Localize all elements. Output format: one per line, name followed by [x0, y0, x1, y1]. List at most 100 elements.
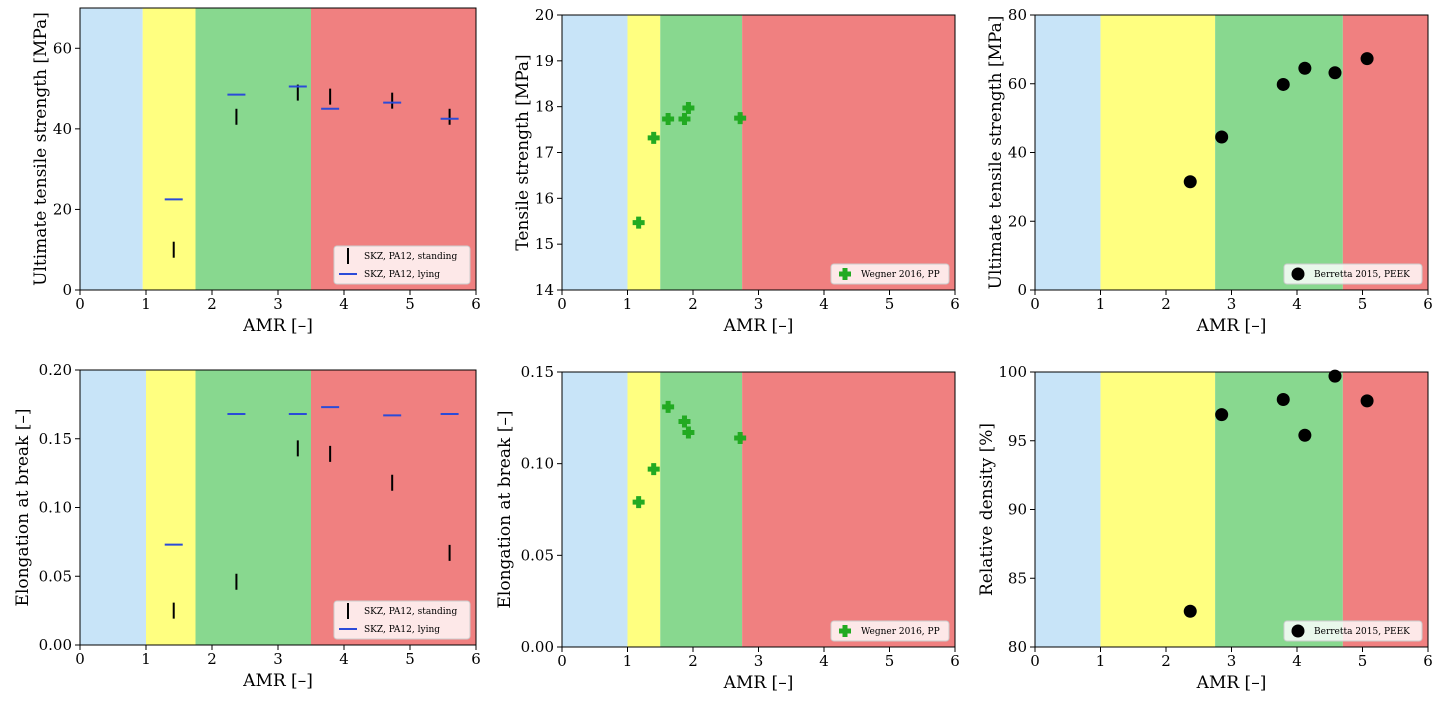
data-point-s1-5 [1328, 369, 1342, 383]
x-tick-label: 3 [273, 650, 283, 668]
x-tick-label: 0 [557, 295, 567, 313]
zone-region-1 [1035, 372, 1101, 647]
x-tick-label: 3 [1227, 295, 1237, 313]
x-tick-label: 1 [141, 650, 151, 668]
y-tick-label: 80 [1008, 638, 1027, 656]
y-axis-label: Tensile strength [MPa] [513, 54, 533, 250]
x-tick-label: 6 [471, 650, 481, 668]
y-axis-label: Elongation at break [–] [13, 409, 33, 607]
y-tick-label: 16 [535, 189, 554, 207]
data-point-s1-5 [682, 426, 695, 439]
y-tick-label: 0.00 [521, 638, 554, 656]
y-tick-label: 19 [535, 52, 554, 70]
zone-region-3 [1215, 372, 1343, 647]
data-point-s1-6 [734, 112, 747, 125]
y-tick-label: 40 [53, 120, 72, 138]
x-tick-label: 6 [950, 652, 960, 670]
x-axis-label: AMR [–] [723, 316, 794, 336]
data-point-s1-3 [662, 113, 675, 126]
x-axis-label: AMR [–] [1196, 316, 1267, 336]
y-tick-label: 20 [535, 6, 554, 24]
zone-region-3 [195, 8, 311, 290]
data-point-s1-6 [1360, 52, 1374, 66]
legend-box [333, 600, 471, 640]
y-axis-label: Ultimate tensile strength [MPa] [986, 16, 1006, 290]
x-axis-label: AMR [–] [1196, 673, 1267, 693]
y-tick-label: 14 [535, 281, 554, 299]
chart-panel-6: 0 1 2 3 4 5 6 80 85 90 95 100 AMR [–] Relative densit… [977, 363, 1433, 693]
data-point-s1-2 [647, 131, 660, 144]
zone-region-2 [1100, 15, 1216, 290]
zone-region-1 [80, 8, 143, 290]
x-tick-label: 3 [754, 295, 764, 313]
legend-label-1: Wegner 2016, PP [861, 270, 940, 280]
legend-box [1283, 263, 1423, 285]
legend-label-1: Berretta 2015, PEEK [1314, 270, 1410, 280]
x-tick-label: 4 [819, 295, 829, 313]
data-point-s1-3 [1276, 393, 1290, 406]
y-tick-label: 90 [1008, 501, 1027, 519]
x-tick-label: 2 [688, 652, 698, 670]
x-tick-label: 5 [1358, 652, 1368, 670]
x-tick-label: 6 [471, 295, 481, 313]
x-tick-label: 4 [819, 652, 829, 670]
legend-marker-1 [839, 625, 851, 637]
y-tick-label: 60 [53, 39, 72, 57]
y-tick-label: 100 [998, 363, 1027, 381]
x-tick-label: 1 [1096, 295, 1106, 313]
zone-region-2 [627, 15, 661, 290]
x-tick-label: 5 [405, 650, 415, 668]
x-tick-label: 0 [1030, 295, 1040, 313]
y-tick-label: 0.00 [39, 636, 72, 654]
legend-box [333, 245, 471, 285]
data-point-s1-2 [647, 463, 660, 476]
x-tick-label: 2 [1161, 295, 1171, 313]
legend-box [830, 620, 950, 642]
x-axis-label: AMR [–] [242, 316, 313, 336]
y-tick-label: 0.05 [521, 546, 554, 564]
x-tick-label: 1 [623, 652, 633, 670]
data-point-s1-1 [632, 496, 645, 509]
zone-region-4 [742, 15, 955, 290]
data-point-s1-5 [1328, 66, 1342, 80]
data-point-s1-4 [678, 415, 691, 428]
legend-marker-1 [1291, 267, 1305, 281]
x-tick-label: 1 [623, 295, 633, 313]
x-tick-label: 2 [207, 295, 217, 313]
data-point-s1-3 [1276, 77, 1290, 91]
data-point-s1-6 [734, 432, 747, 444]
y-tick-label: 80 [1008, 6, 1027, 24]
x-tick-label: 3 [1227, 652, 1237, 670]
x-tick-label: 6 [1423, 652, 1433, 670]
x-tick-label: 1 [141, 295, 151, 313]
data-point-s1-5 [682, 102, 695, 115]
legend-label-1: SKZ, PA12, standing [364, 252, 457, 262]
x-tick-label: 4 [339, 295, 349, 313]
y-tick-label: 15 [535, 235, 554, 253]
legend-marker-1 [1291, 624, 1305, 638]
zone-region-2 [627, 372, 661, 647]
data-point-s1-2 [1215, 408, 1229, 422]
data-point-s1-1 [1183, 604, 1197, 618]
y-tick-label: 20 [1008, 212, 1027, 230]
data-point-s1-2 [1215, 130, 1229, 144]
zone-region-4 [1342, 372, 1428, 647]
x-tick-label: 1 [1096, 652, 1106, 670]
y-tick-label: 0.20 [39, 361, 72, 379]
legend-label-1: Wegner 2016, PP [861, 627, 940, 637]
zone-region-4 [311, 8, 476, 290]
y-tick-label: 18 [535, 98, 554, 116]
legend-label-2: SKZ, PA12, lying [364, 625, 440, 635]
zone-region-2 [1100, 372, 1216, 647]
x-tick-label: 4 [339, 650, 349, 668]
data-point-s1-3 [662, 400, 675, 413]
y-axis-label: Elongation at break [–] [495, 411, 515, 609]
legend-box [830, 263, 950, 285]
y-tick-label: 85 [1008, 569, 1027, 587]
x-tick-label: 0 [1030, 652, 1040, 670]
data-point-s1-1 [1183, 175, 1197, 189]
x-tick-label: 4 [1292, 295, 1302, 313]
x-tick-label: 5 [885, 295, 895, 313]
